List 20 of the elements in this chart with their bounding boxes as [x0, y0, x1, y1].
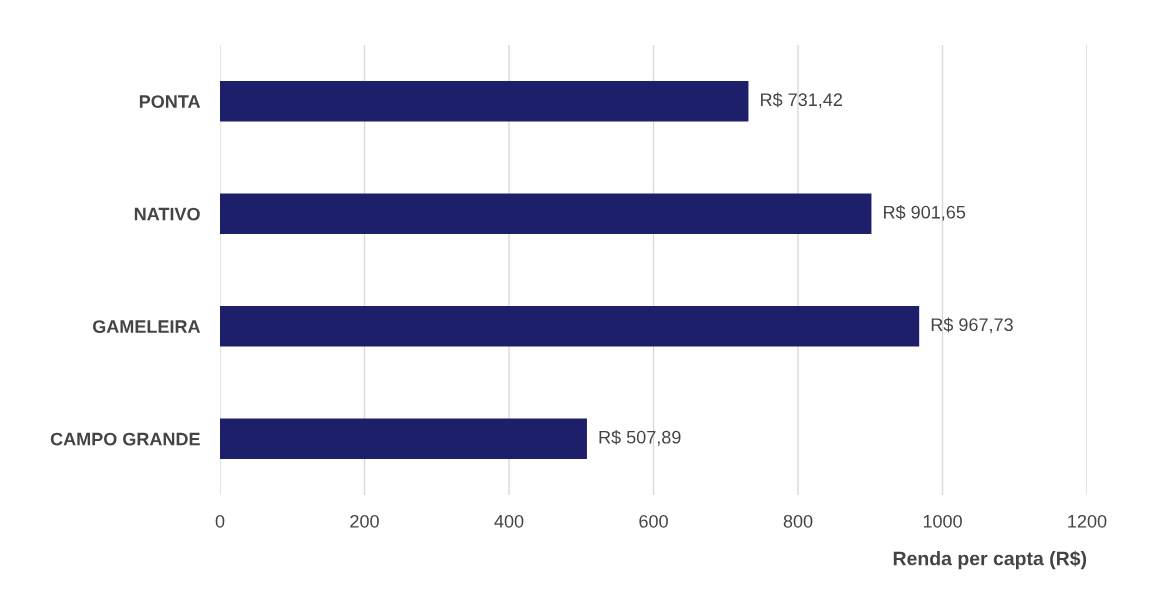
x-axis-title: Renda per capta (R$)	[893, 550, 1087, 570]
x-tick-label: 600	[639, 514, 668, 528]
data-label: R$ 967,73	[931, 317, 1013, 334]
x-tick-label: 1200	[1068, 514, 1107, 528]
bar	[220, 193, 872, 234]
x-tick-label: 1000	[923, 514, 962, 528]
bar	[220, 418, 587, 459]
y-tick-label: PONTA	[139, 95, 201, 108]
data-label: R$ 901,65	[884, 205, 966, 221]
bar	[220, 81, 749, 122]
x-tick-label: 0	[215, 514, 225, 528]
y-tick-label: CAMPO GRANDE	[50, 432, 200, 446]
data-label: R$ 507,89	[599, 430, 681, 446]
x-tick-label: 800	[783, 514, 813, 528]
data-label: R$ 731,42	[761, 92, 842, 109]
y-tick-label: NATIVO	[134, 207, 200, 221]
bar	[220, 306, 920, 347]
x-tick-label: 400	[494, 514, 524, 528]
y-tick-label: GAMELEIRA	[92, 320, 201, 333]
x-tick-label: 200	[350, 514, 379, 528]
